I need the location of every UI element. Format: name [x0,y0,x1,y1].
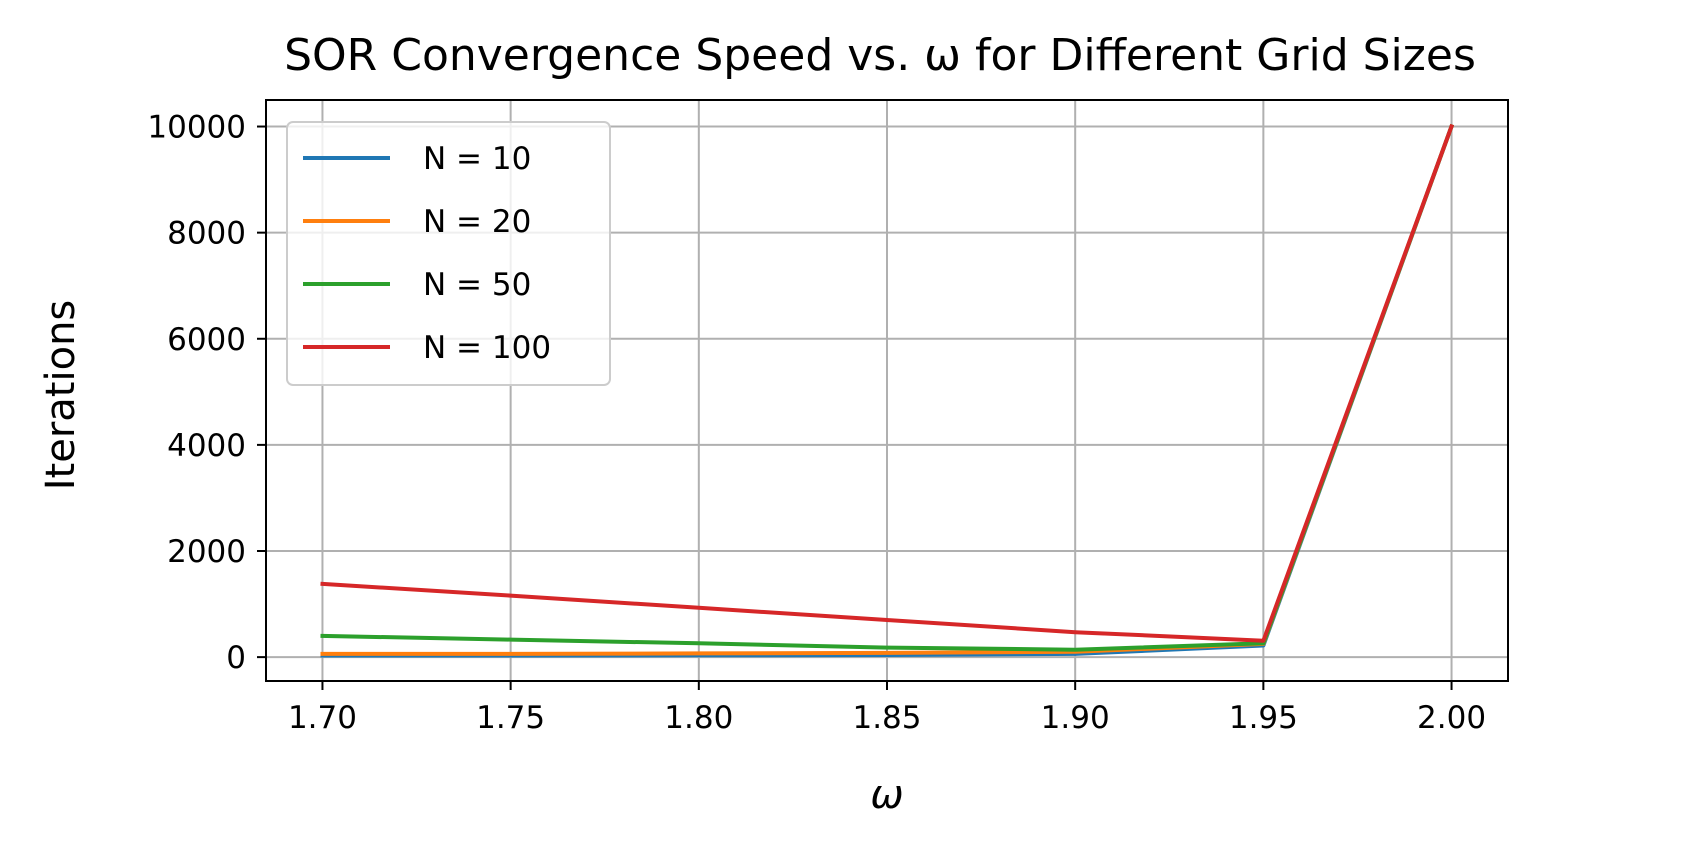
y-tick-label: 0 [226,640,246,676]
chart-title: SOR Convergence Speed vs. ω for Differen… [284,30,1476,81]
y-tick-label: 6000 [167,322,246,358]
y-tick-label: 8000 [167,216,246,252]
x-tick-label: 1.85 [852,700,921,736]
y-tick-label: 2000 [167,534,246,570]
legend: N = 10 N = 20 N = 50 N = 100 [286,121,611,386]
series-lines [320,123,1455,658]
x-tick-label: 1.90 [1041,700,1110,736]
x-tick-label: 1.70 [288,700,357,736]
series-line-n-100 [320,123,1455,643]
x-axis-label: ω [870,772,904,818]
legend-box [286,121,611,386]
legend-label: N = 10 [423,141,531,177]
x-tick-label: 1.80 [664,700,733,736]
legend-label: N = 50 [423,267,531,303]
y-tick-label: 10000 [147,110,246,146]
series-line-n-50 [320,123,1455,652]
x-tick-label: 1.75 [476,700,545,736]
axis-ticks: 1.70 1.75 1.80 1.85 1.90 1.95 2.00 0 2000 4000 600… [147,110,1486,736]
legend-label: N = 20 [423,204,531,240]
y-tick-label: 4000 [167,428,246,464]
legend-label: N = 100 [423,330,551,366]
y-axis-label: Iterations [38,300,84,491]
x-tick-label: 2.00 [1417,700,1486,736]
x-tick-label: 1.95 [1229,700,1298,736]
